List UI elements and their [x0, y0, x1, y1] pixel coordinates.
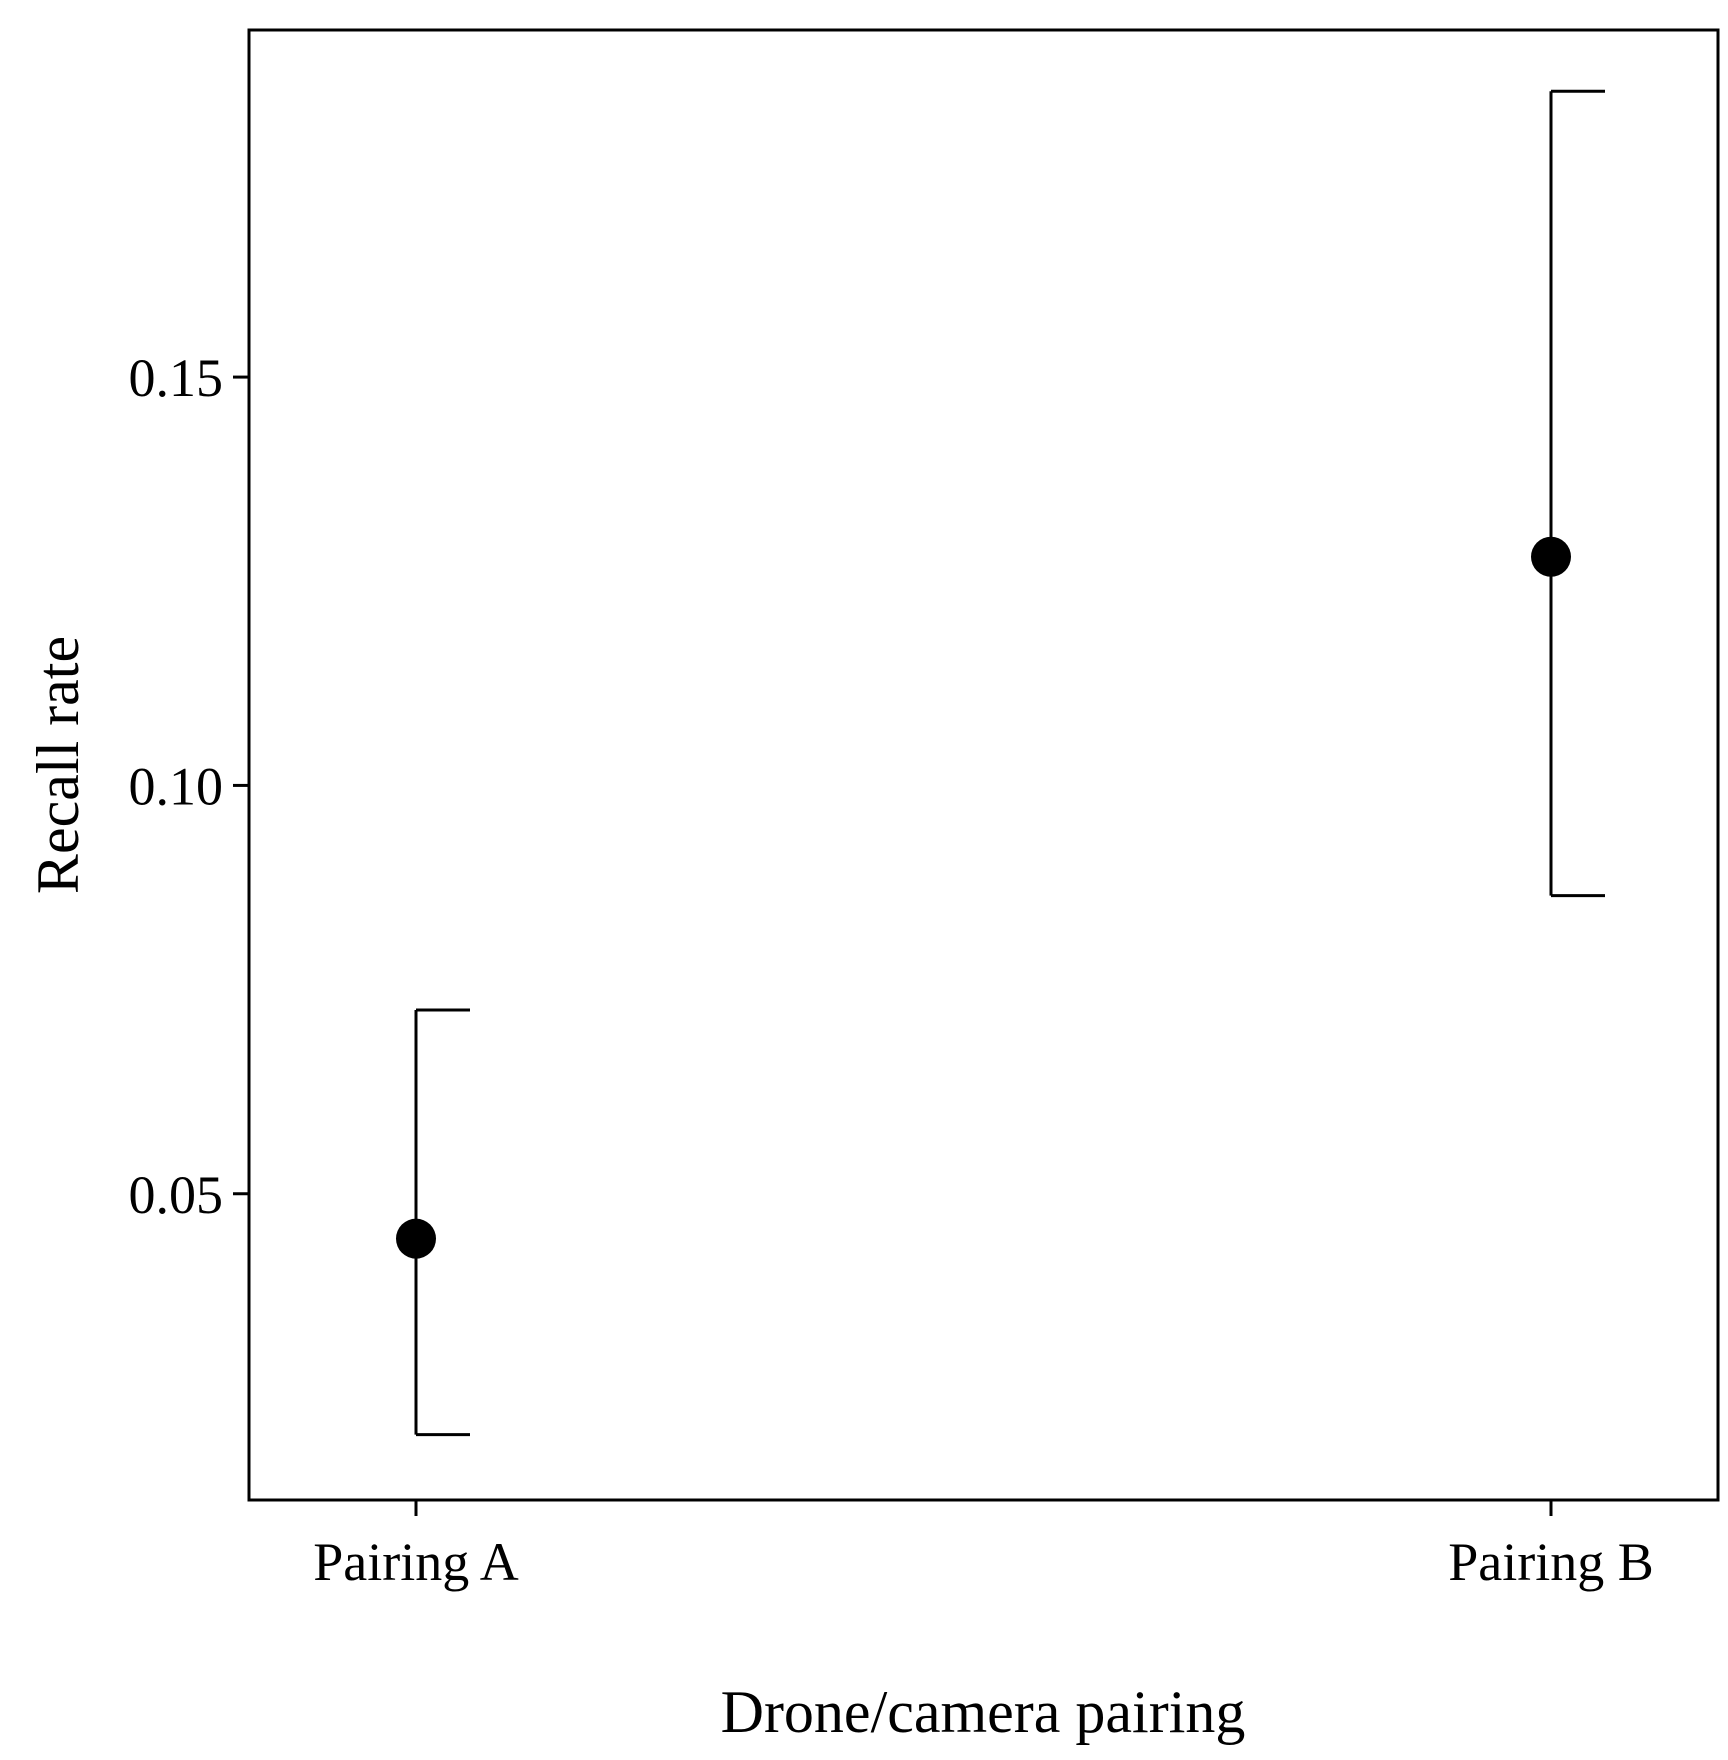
- y-tick-label: 0.05: [129, 1165, 224, 1225]
- y-axis-title: Recall rate: [25, 636, 91, 894]
- y-axis: 0.05 0.10 0.15: [129, 348, 249, 1225]
- x-axis-title: Drone/camera pairing: [721, 1679, 1246, 1745]
- y-tick-label: 0.15: [129, 348, 224, 408]
- y-tick-label: 0.10: [129, 756, 224, 816]
- data-marks: [396, 89, 1605, 1437]
- data-point: [396, 1218, 436, 1259]
- x-tick-label: Pairing A: [313, 1532, 519, 1592]
- x-tick-label: Pairing B: [1448, 1532, 1654, 1592]
- data-point: [1531, 536, 1571, 577]
- plot-frame: [247, 28, 1720, 1502]
- x-axis: Pairing A Pairing B: [313, 1500, 1654, 1592]
